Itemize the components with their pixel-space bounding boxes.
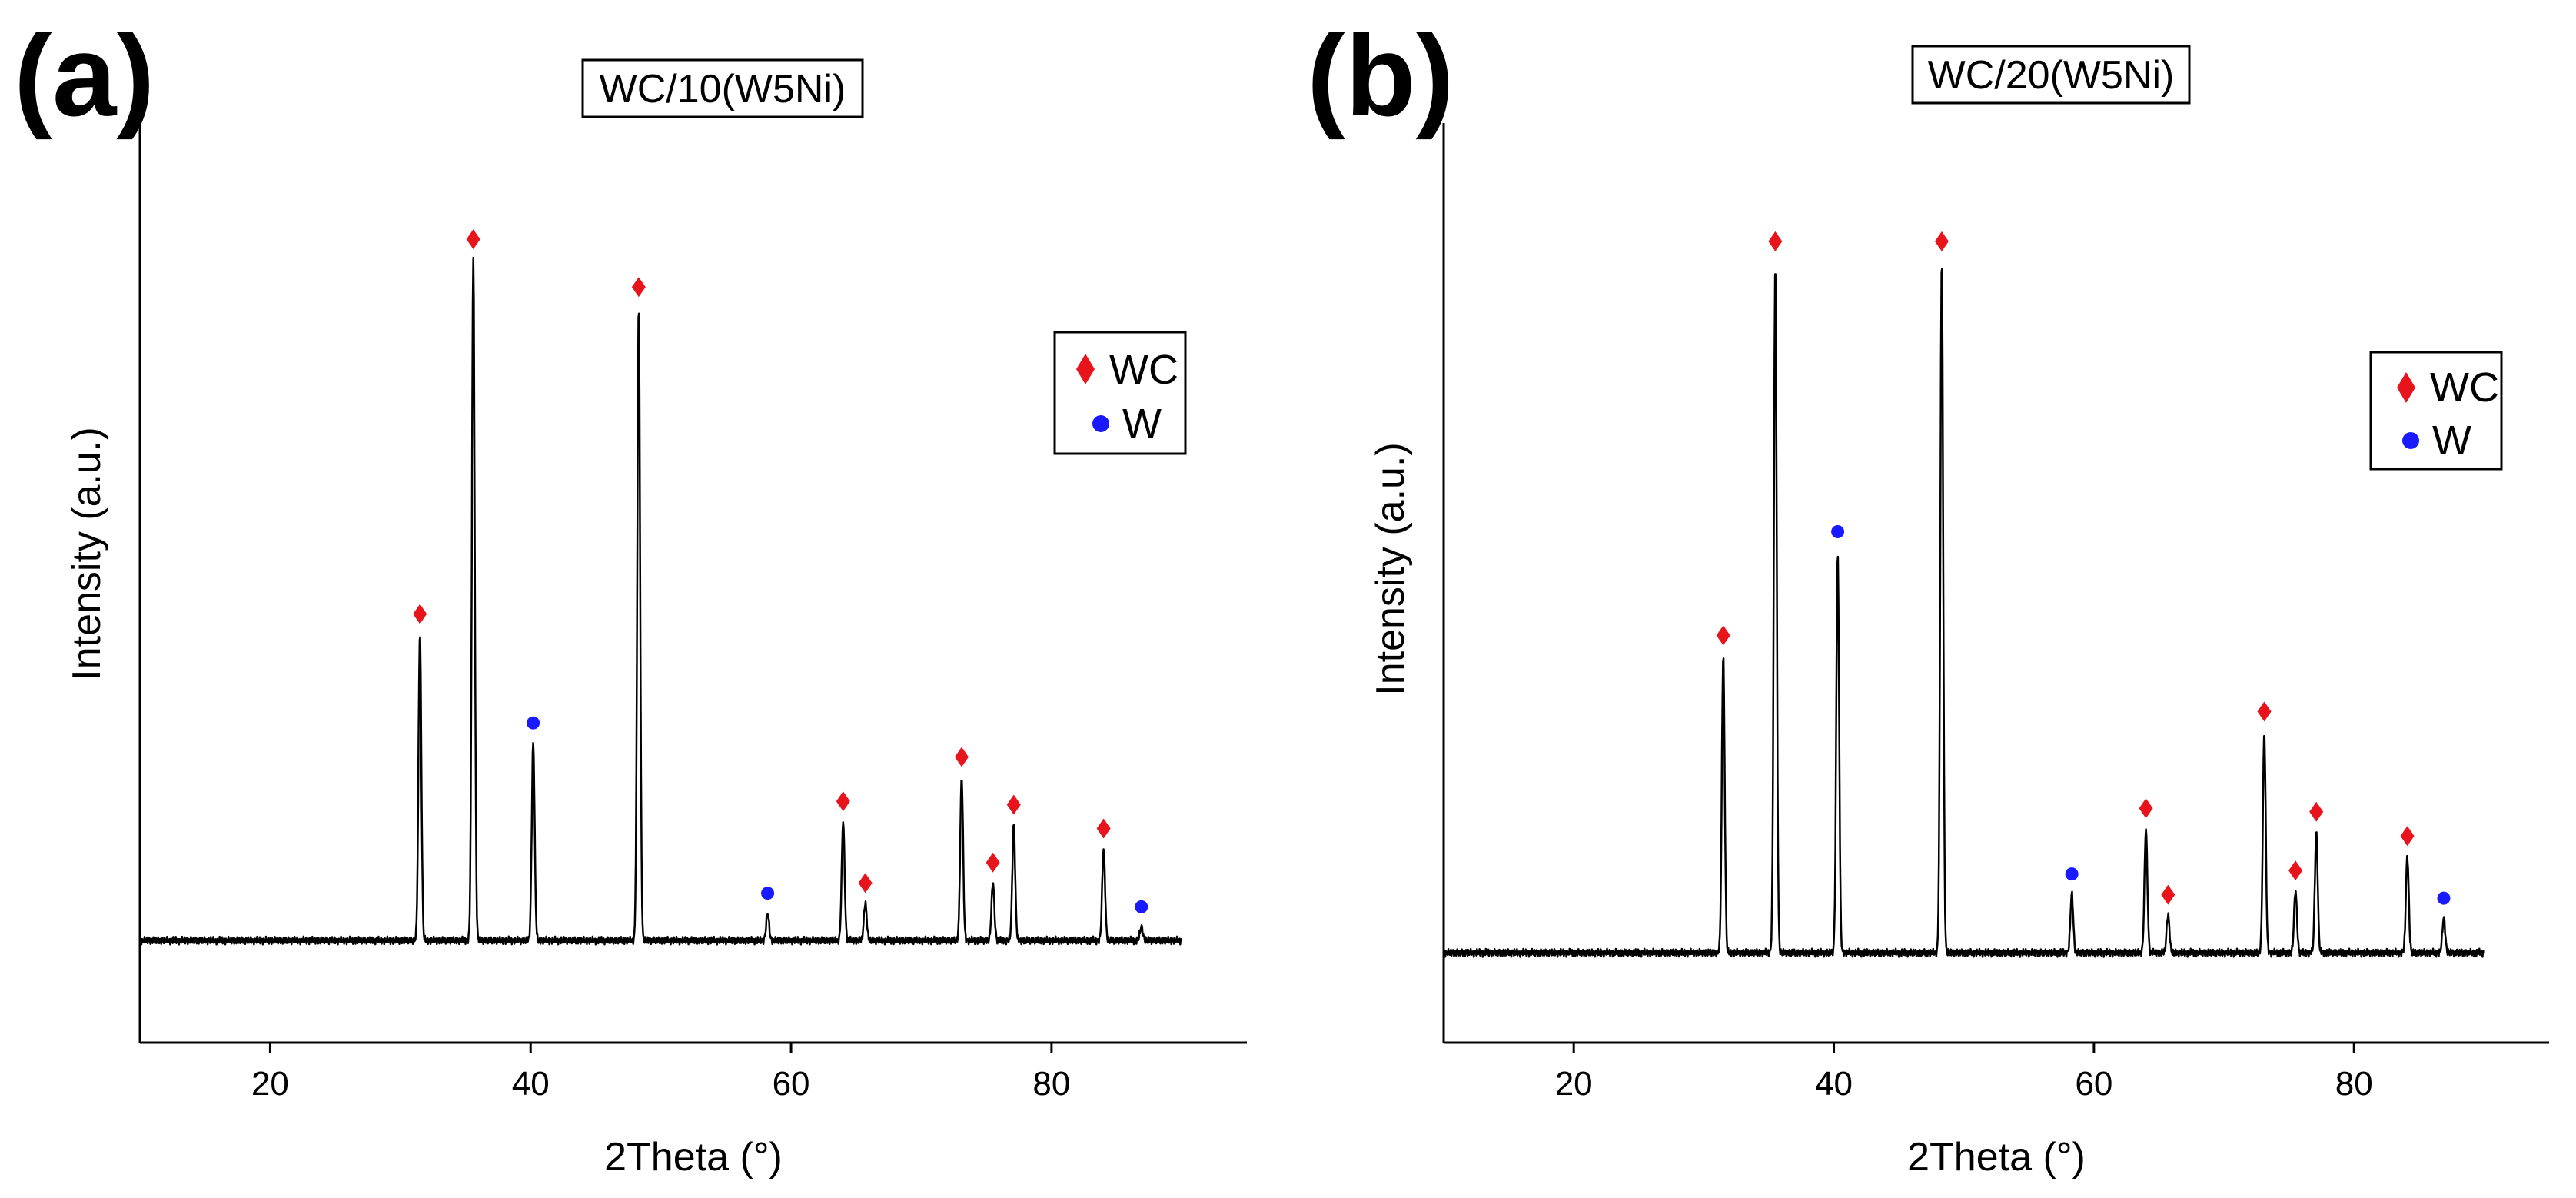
w-peak-circle-marker	[1135, 900, 1148, 913]
legend: WC W	[2369, 351, 2503, 471]
legend-label-w: W	[1122, 401, 1162, 447]
y-axis-label: Intensity (a.u.)	[65, 427, 109, 680]
w-legend-circle-icon	[1092, 415, 1109, 432]
x-tick-label: 60	[2075, 1065, 2112, 1103]
panel-a: (a) WC/10(W5Ni) 20 40 60 80 2Theta (°) Inte…	[14, 11, 1247, 1180]
wc-peak-diamond-marker	[954, 747, 969, 767]
x-axis-label: 2Theta (°)	[1907, 1135, 2086, 1180]
legend-box	[1053, 331, 1187, 455]
x-tick-label: 60	[773, 1065, 810, 1103]
wc-peak-diamond-marker	[1716, 625, 1730, 646]
wc-peak-diamond-marker	[1006, 794, 1021, 815]
w-legend-circle-icon	[2402, 432, 2419, 449]
wc-peak-diamond-marker	[466, 229, 480, 250]
x-axis-label: 2Theta (°)	[604, 1135, 783, 1180]
wc-peak-diamond-marker	[2139, 798, 2153, 819]
x-tick-label: 20	[251, 1065, 289, 1103]
wc-peak-diamond-marker	[1096, 818, 1111, 839]
w-peak-circle-marker	[2065, 867, 2079, 881]
w-peak-circle-marker	[527, 716, 540, 730]
diffraction-trace	[138, 256, 1182, 946]
wc-peak-diamond-marker	[1768, 231, 1783, 251]
wc-peak-diamond-marker	[413, 604, 427, 624]
wc-peak-diamond-marker	[2400, 826, 2415, 847]
legend-label-w: W	[2432, 418, 2471, 464]
wc-peak-diamond-marker	[2257, 701, 2272, 722]
w-peak-circle-marker	[761, 887, 775, 900]
wc-legend-diamond-icon	[2397, 372, 2415, 403]
wc-peak-diamond-marker	[836, 791, 850, 812]
wc-peak-diamond-marker	[2288, 860, 2303, 881]
wc-peak-diamond-marker	[2161, 884, 2175, 905]
wc-legend-diamond-icon	[1076, 354, 1095, 384]
wc-peak-diamond-marker	[2309, 801, 2324, 822]
x-tick-label: 40	[512, 1065, 550, 1103]
x-tick-label: 80	[1032, 1065, 1070, 1103]
x-tick-label: 40	[1815, 1065, 1853, 1103]
panel-label: (b)	[1307, 11, 1454, 140]
diffraction-trace	[1442, 268, 2485, 958]
legend-label-wc: WC	[2430, 364, 2499, 411]
wc-peak-diamond-marker	[631, 277, 646, 298]
legend: WC W	[1053, 331, 1187, 455]
w-peak-circle-marker	[1831, 525, 1845, 539]
y-axis-label: Intensity (a.u.)	[1368, 442, 1413, 695]
panel-label: (a)	[14, 11, 155, 140]
wc-peak-diamond-marker	[986, 852, 1000, 873]
chart-title: WC/20(W5Ni)	[1928, 53, 2175, 98]
title-box	[1911, 45, 2191, 105]
legend-label-wc: WC	[1109, 347, 1178, 393]
w-peak-circle-marker	[2437, 891, 2451, 905]
chart-title: WC/10(W5Ni)	[600, 67, 846, 111]
wc-peak-diamond-marker	[1934, 231, 1949, 251]
x-tick-label: 20	[1555, 1065, 1593, 1103]
wc-peak-diamond-marker	[858, 873, 873, 894]
panel-b: (b) WC/20(W5Ni) 20 40 60 80 2Theta (°) Inte…	[1307, 11, 2549, 1180]
legend-box	[2369, 351, 2503, 471]
title-box	[581, 58, 864, 118]
x-tick-label: 80	[2335, 1065, 2373, 1103]
